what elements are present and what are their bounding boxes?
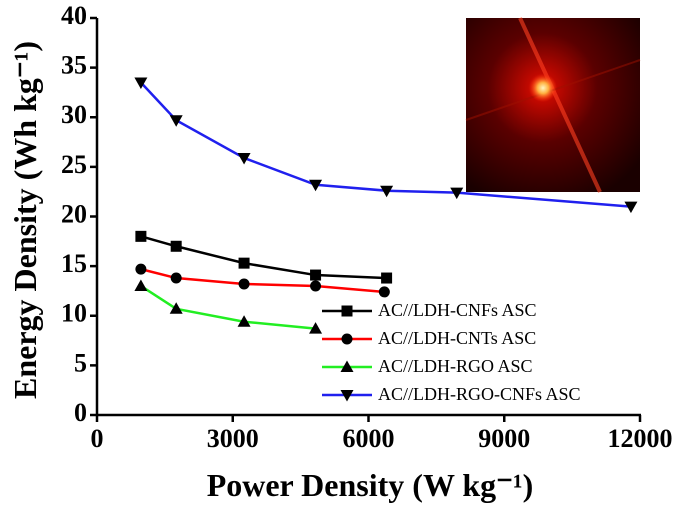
data-point [238, 257, 250, 269]
legend-label: AC//LDH-CNTs ASC [378, 328, 536, 348]
y-tick-label: 30 [61, 100, 87, 129]
y-tick-label: 35 [61, 51, 87, 80]
legend-marker [340, 360, 354, 372]
x-tick-label: 12000 [608, 424, 673, 453]
data-point [238, 278, 250, 290]
data-point [310, 280, 322, 292]
data-point [310, 269, 322, 281]
x-tick-label: 3000 [207, 424, 259, 453]
x-axis-title: Power Density (W kg⁻¹) [207, 467, 534, 503]
legend-label: AC//LDH-RGO-CNFs ASC [378, 384, 581, 404]
y-tick-label: 40 [61, 1, 87, 30]
data-point [135, 230, 147, 242]
data-point [309, 179, 323, 192]
legend-marker [340, 390, 354, 402]
data-point [309, 322, 323, 334]
y-tick-label: 25 [61, 150, 87, 179]
x-tick-label: 0 [91, 424, 104, 453]
x-tick-label: 9000 [478, 424, 530, 453]
inset-photo [465, 17, 641, 193]
data-point [237, 152, 251, 165]
data-point [237, 315, 251, 327]
legend-label: AC//LDH-RGO ASC [378, 356, 533, 376]
data-point [450, 187, 464, 200]
data-point [134, 77, 148, 90]
y-axis-title: Energy Density (Wh kg⁻¹) [7, 41, 43, 399]
x-tick-label: 6000 [343, 424, 395, 453]
data-point [170, 272, 182, 284]
data-point [134, 279, 148, 291]
legend-label: AC//LDH-CNFs ASC [378, 300, 537, 320]
y-tick-label: 0 [74, 398, 87, 427]
data-point [135, 263, 147, 275]
data-point [624, 201, 638, 214]
data-point [380, 185, 394, 198]
y-tick-label: 20 [61, 199, 87, 228]
y-tick-label: 5 [74, 348, 87, 377]
data-point [378, 286, 390, 298]
data-point [381, 272, 393, 284]
data-point [169, 115, 183, 127]
y-tick-label: 10 [61, 299, 87, 328]
data-point [169, 302, 183, 314]
series-line [140, 284, 316, 330]
y-tick-label: 15 [61, 249, 87, 278]
legend-marker [341, 305, 353, 317]
legend-marker [341, 333, 353, 345]
data-point [170, 240, 182, 252]
